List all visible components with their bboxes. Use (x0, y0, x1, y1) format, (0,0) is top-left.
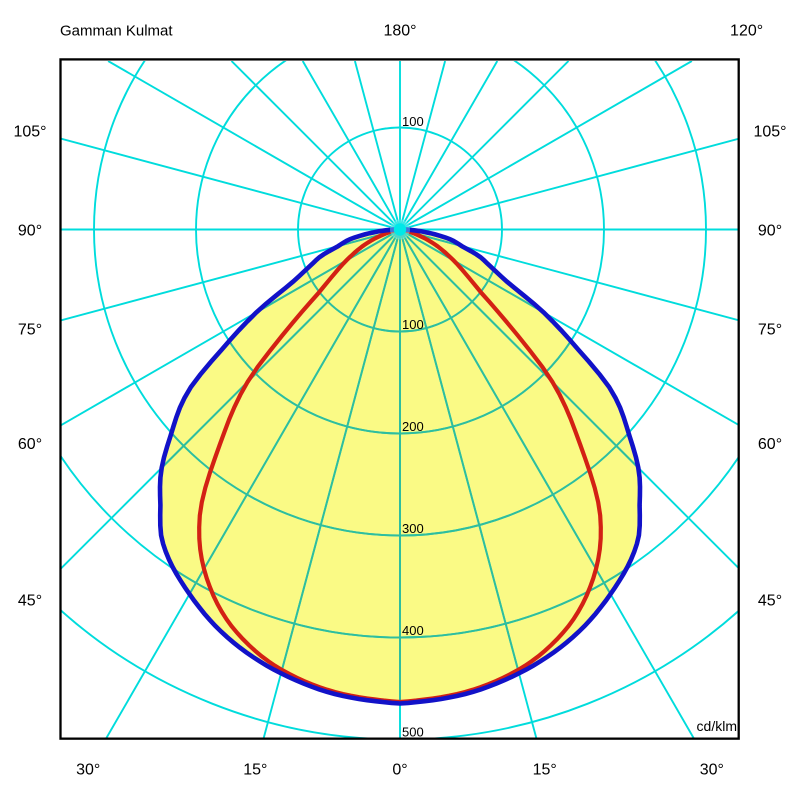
svg-text:60°: 60° (18, 436, 42, 453)
svg-text:90°: 90° (758, 223, 782, 240)
svg-text:30°: 30° (76, 762, 100, 779)
svg-text:90°: 90° (18, 223, 42, 240)
svg-text:45°: 45° (758, 593, 782, 610)
svg-text:180°: 180° (383, 23, 416, 40)
svg-text:30°: 30° (700, 762, 724, 779)
svg-text:105°: 105° (753, 123, 786, 140)
svg-text:400: 400 (402, 623, 424, 638)
svg-text:15°: 15° (243, 762, 267, 779)
svg-text:100: 100 (402, 114, 424, 129)
svg-text:300: 300 (402, 521, 424, 536)
svg-text:45°: 45° (18, 593, 42, 610)
svg-text:200: 200 (402, 419, 424, 434)
svg-text:75°: 75° (18, 322, 42, 339)
svg-text:500: 500 (402, 725, 424, 740)
svg-text:105°: 105° (13, 123, 46, 140)
svg-text:0°: 0° (392, 762, 407, 779)
svg-text:60°: 60° (758, 436, 782, 453)
svg-text:100: 100 (402, 317, 424, 332)
svg-text:120°: 120° (730, 23, 763, 40)
svg-text:75°: 75° (758, 322, 782, 339)
svg-text:cd/klm: cd/klm (697, 718, 737, 734)
svg-text:15°: 15° (533, 762, 557, 779)
svg-text:Gamman Kulmat: Gamman Kulmat (60, 23, 173, 40)
